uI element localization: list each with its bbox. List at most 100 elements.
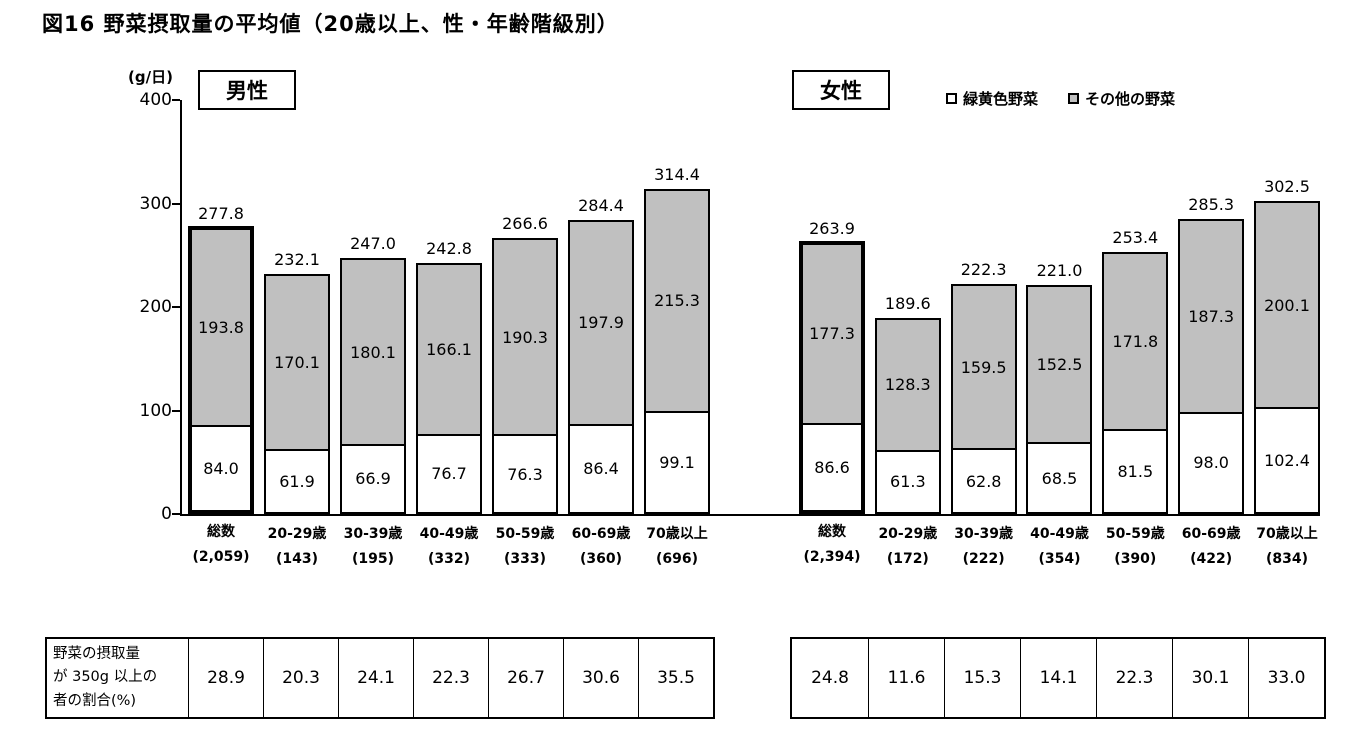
table-value-cell: 14.1 [1020, 639, 1096, 717]
stacked-bar: 263.9 177.3 86.6 総数 (2,394) [799, 219, 865, 565]
female-group-label-box: 女性 [792, 70, 890, 110]
category-name: 50-59歳 [1105, 526, 1165, 542]
segment-green-yellow-value: 76.7 [431, 464, 467, 484]
legend: 緑黄色野菜 その他の野菜 [946, 88, 1175, 109]
category-name: 40-49歳 [1030, 526, 1089, 542]
stacked-bar: 266.6 190.3 76.3 50-59歳 (333) [492, 214, 558, 567]
segment-other-value: 200.1 [1264, 295, 1310, 315]
stacked-bar: 222.3 159.5 62.8 30-39歳 (222) [950, 260, 1017, 567]
category-name: 20-29歳 [267, 526, 327, 542]
y-tick-label: 0 [161, 504, 172, 524]
category-name: 50-59歳 [495, 526, 555, 542]
stacked-bar: 232.1 170.1 61.9 20-29歳 (143) [264, 250, 330, 567]
category-name: 総数 [818, 524, 846, 540]
category-label: 60-69歳 (422) [1182, 522, 1241, 572]
segment-green-yellow-vegetables: 61.9 [266, 449, 328, 512]
segment-green-yellow-value: 99.1 [659, 452, 695, 472]
category-count: (2,059) [192, 549, 250, 566]
category-label: 20-29歳 (172) [878, 522, 937, 572]
segment-other-value: 170.1 [274, 352, 320, 372]
category-label: 40-49歳 (332) [420, 522, 479, 572]
segment-other-value: 152.5 [1036, 355, 1083, 375]
stacked-bar: 221.0 152.5 68.5 40-49歳 (354) [1026, 261, 1093, 567]
segment-green-yellow-vegetables: 102.4 [1255, 407, 1318, 512]
category-label: 総数 (2,059) [192, 520, 249, 570]
table-value-cell: 26.7 [488, 639, 563, 717]
category-count: (360) [579, 551, 623, 568]
segment-other-vegetables: 159.5 [952, 285, 1015, 449]
table-value-cell: 15.3 [944, 639, 1020, 717]
category-name: 総数 [207, 524, 235, 540]
segment-other-vegetables: 171.8 [1104, 253, 1167, 429]
segment-green-yellow-value: 61.3 [890, 472, 926, 492]
plot-area: 400 300 200 100 0 277.8 193.8 84.0 総数 (2,059) 232… [140, 90, 1320, 567]
category-count: (222) [962, 551, 1005, 568]
segment-other-value: 166.1 [426, 339, 472, 359]
category-count: (333) [503, 551, 547, 568]
segment-other-vegetables: 166.1 [418, 264, 480, 434]
table-value-cell: 22.3 [413, 639, 488, 717]
stacked-bar: 277.8 193.8 84.0 総数 (2,059) [188, 204, 254, 565]
category-label: 70歳以上 (696) [646, 522, 707, 572]
y-axis-ticks: 400 300 200 100 0 [122, 90, 172, 524]
segment-green-yellow-vegetables: 86.4 [570, 423, 632, 512]
segment-other-vegetables: 197.9 [570, 221, 632, 424]
category-name: 60-69歳 [1181, 526, 1241, 542]
bar-total-value: 302.5 [1264, 176, 1310, 196]
category-count: (354) [1038, 551, 1081, 568]
category-name: 20-29歳 [878, 526, 938, 542]
bar-total-value: 242.8 [426, 238, 472, 258]
stacked-bar: 285.3 187.3 98.0 60-69歳 (422) [1178, 195, 1245, 567]
table-value-cell: 24.1 [338, 639, 413, 717]
category-name: 70歳以上 [1256, 526, 1318, 542]
segment-green-yellow-vegetables: 76.3 [494, 434, 556, 512]
green-yellow-swatch-icon [946, 93, 957, 104]
male-group-label: 男性 [226, 79, 268, 103]
y-tick-label: 100 [139, 400, 172, 421]
segment-green-yellow-vegetables: 99.1 [646, 410, 708, 512]
table-value-cell: 11.6 [868, 639, 944, 717]
bar-total-value: 284.4 [578, 195, 624, 215]
y-tick-mark [172, 306, 180, 308]
bar-total-value: 247.0 [350, 234, 396, 254]
y-tick-label: 200 [139, 297, 172, 317]
figure-title: 図16 野菜摂取量の平均値（20歳以上、性・年齢階級別） [42, 12, 619, 36]
category-label: 50-59歳 (390) [1106, 522, 1165, 572]
y-tick-label: 300 [139, 193, 172, 214]
table-value-cell: 33.0 [1248, 639, 1324, 717]
segment-green-yellow-vegetables: 86.6 [803, 423, 861, 510]
bar-total-value: 266.6 [502, 214, 548, 234]
table-value-cell: 22.3 [1096, 639, 1172, 717]
bar-total-value: 277.8 [198, 204, 244, 224]
segment-other-vegetables: 200.1 [1255, 202, 1318, 408]
category-name: 60-69歳 [571, 526, 631, 542]
category-count: (332) [427, 551, 471, 568]
category-count: (172) [886, 551, 929, 568]
segment-green-yellow-vegetables: 76.7 [418, 433, 480, 512]
table-value-cell: 20.3 [263, 639, 338, 717]
bar-total-value: 314.4 [654, 164, 700, 184]
category-count: (390) [1114, 551, 1157, 568]
other-vegetables-swatch-icon [1068, 93, 1080, 104]
segment-green-yellow-vegetables: 68.5 [1028, 442, 1091, 512]
segment-other-vegetables: 177.3 [803, 244, 861, 423]
segment-green-yellow-vegetables: 62.8 [952, 448, 1015, 512]
segment-other-value: 193.8 [198, 318, 244, 338]
category-count: (195) [351, 551, 395, 568]
legend-label: 緑黄色野菜 [963, 90, 1039, 108]
stacked-bar: 247.0 180.1 66.9 30-39歳 (195) [340, 234, 406, 567]
stacked-bar: 314.4 215.3 99.1 70歳以上 (696) [644, 165, 710, 567]
male-bars-panel: 277.8 193.8 84.0 総数 (2,059) 232.1 170.1 61.9 20-… [188, 100, 710, 567]
table-value-cell: 35.5 [638, 639, 713, 717]
stacked-bar: 253.4 171.8 81.5 50-59歳 (390) [1102, 228, 1169, 567]
category-count: (143) [275, 551, 319, 568]
segment-other-value: 215.3 [654, 291, 700, 311]
segment-green-yellow-vegetables: 61.3 [876, 449, 939, 512]
segment-green-yellow-vegetables: 66.9 [342, 443, 404, 512]
category-count: (696) [655, 551, 699, 568]
y-tick-mark [172, 409, 180, 412]
bar-total-value: 222.3 [960, 259, 1007, 279]
segment-green-yellow-vegetables: 98.0 [1180, 411, 1243, 512]
table-value-cell: 30.1 [1172, 639, 1248, 717]
